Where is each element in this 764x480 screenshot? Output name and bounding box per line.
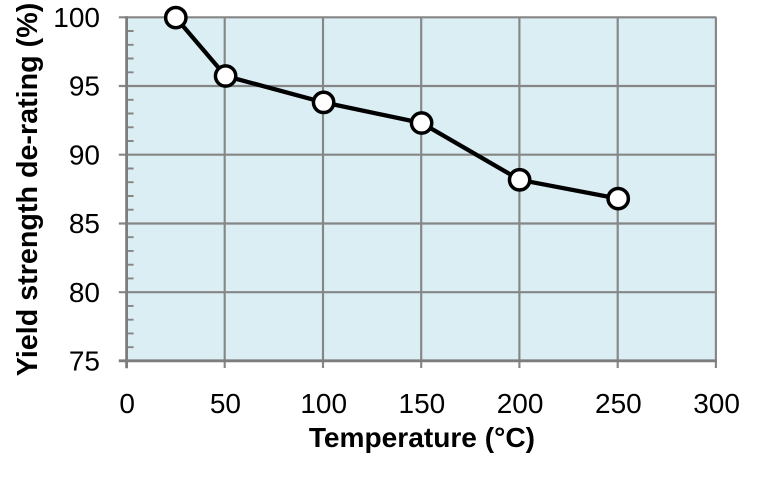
svg-text:80: 80: [69, 277, 100, 308]
svg-text:Temperature (°C): Temperature (°C): [309, 422, 535, 453]
svg-text:200: 200: [497, 388, 544, 419]
svg-text:250: 250: [595, 388, 642, 419]
svg-text:100: 100: [300, 388, 347, 419]
svg-text:90: 90: [69, 139, 100, 170]
svg-text:85: 85: [69, 208, 100, 239]
svg-text:95: 95: [69, 71, 100, 102]
svg-text:75: 75: [69, 346, 100, 377]
svg-text:0: 0: [119, 388, 135, 419]
svg-text:50: 50: [210, 388, 241, 419]
svg-text:150: 150: [399, 388, 446, 419]
svg-text:Yield strength de-rating (%): Yield strength de-rating (%): [12, 3, 44, 376]
svg-text:100: 100: [53, 2, 100, 33]
svg-text:300: 300: [693, 388, 740, 419]
